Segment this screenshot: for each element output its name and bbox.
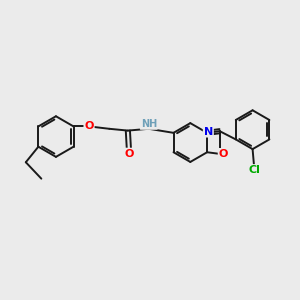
Text: Cl: Cl [248,165,260,175]
Text: NH: NH [141,119,157,129]
Text: N: N [204,127,213,136]
Text: O: O [219,149,228,159]
Text: O: O [124,148,134,159]
Text: O: O [84,122,94,131]
